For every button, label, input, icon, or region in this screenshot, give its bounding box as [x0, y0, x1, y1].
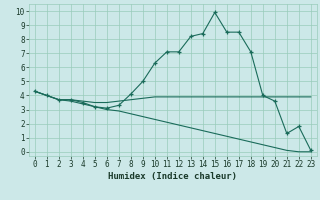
X-axis label: Humidex (Indice chaleur): Humidex (Indice chaleur) [108, 172, 237, 181]
